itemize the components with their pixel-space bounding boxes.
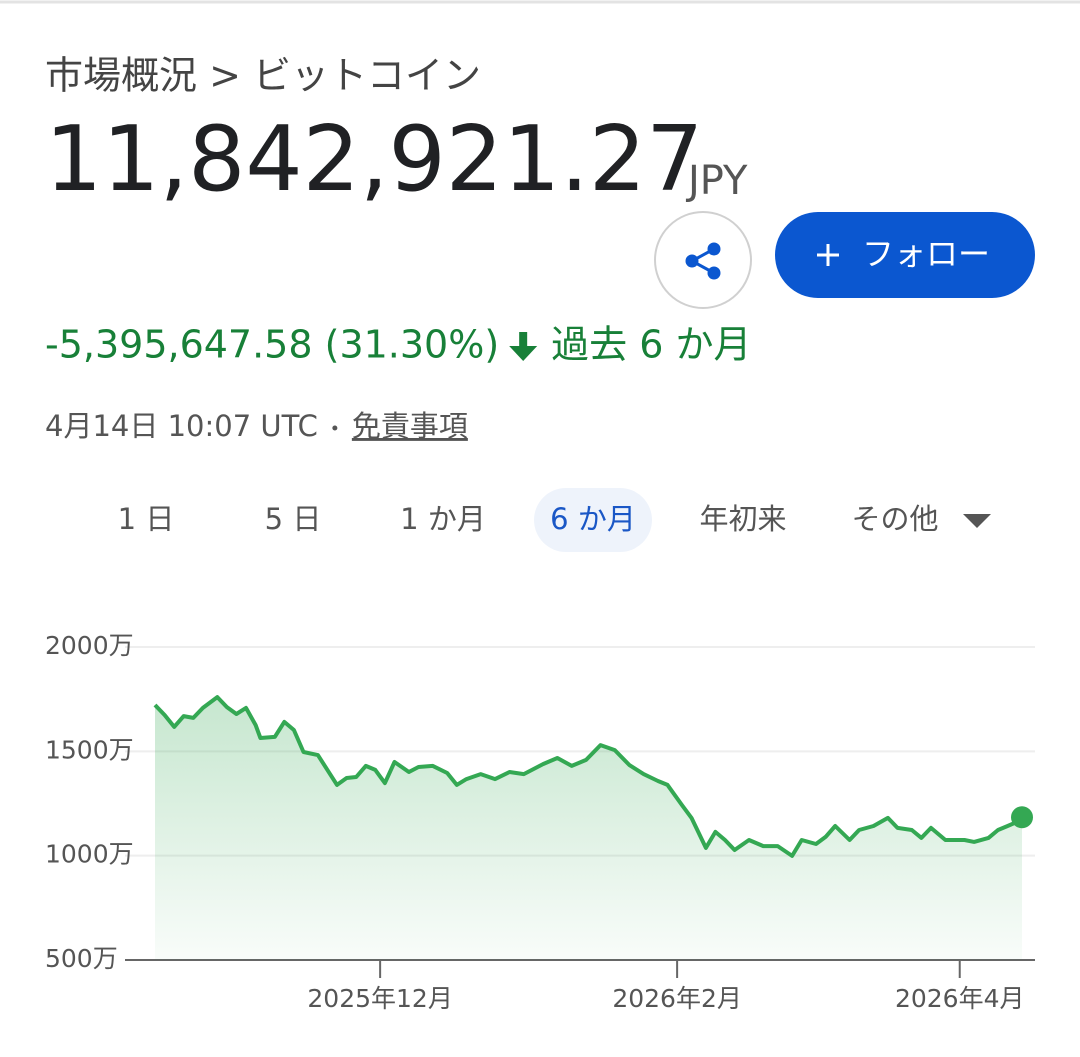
change-amount: -5,395,647.58 (31.30%): [45, 323, 499, 367]
follow-label[interactable]: フォロー: [862, 235, 990, 273]
down-arrow: [509, 332, 538, 361]
follow-bg[interactable]: [775, 212, 1035, 298]
x-tick-label: 2025年12月: [307, 984, 452, 1013]
tab[interactable]: 1 日: [118, 502, 175, 536]
tab[interactable]: その他: [851, 502, 938, 536]
dropdown-icon[interactable]: [963, 514, 991, 528]
price-line: [153, 695, 1024, 858]
y-tick-label: 1000万: [45, 840, 134, 869]
tab[interactable]: 5 日: [265, 502, 322, 536]
breadcrumb[interactable]: 市場概況 > ビットコイン: [45, 54, 481, 98]
chart: 500万 1000万 1500万 2000万 2025年12月 2026年2月 2026年4…: [45, 631, 1035, 1013]
plus-icon[interactable]: [817, 244, 839, 266]
currency: JPY: [685, 158, 748, 204]
area-fill: [155, 697, 1022, 960]
tab[interactable]: 1 か月: [400, 502, 486, 536]
price: 11,842,921.27: [45, 107, 703, 212]
share-circle[interactable]: [654, 211, 752, 309]
range-tabs: 1 日 5 日 1 か月 6 か月 年初来 その他: [118, 488, 939, 552]
follow-button[interactable]: フォロー: [775, 212, 1035, 298]
x-tick-label: 2026年4月: [895, 984, 1025, 1013]
change-period: 過去 6 か月: [551, 323, 751, 367]
y-tick-label: 2000万: [45, 631, 134, 660]
share-icon[interactable]: [685, 242, 721, 280]
share-button[interactable]: [654, 211, 752, 309]
tab[interactable]: 年初来: [699, 502, 786, 536]
timestamp: 4月14日 10:07 UTC: [45, 409, 318, 443]
disclaimer-link[interactable]: 免責事項: [352, 409, 468, 443]
y-tick-label: 500万: [45, 944, 118, 973]
tab-selected-bg[interactable]: [534, 488, 652, 552]
separator-dot: [332, 425, 338, 431]
y-tick-label: 1500万: [45, 735, 134, 764]
last-point: [1011, 806, 1033, 829]
tab[interactable]: 6 か月: [550, 502, 636, 536]
x-tick-label: 2026年2月: [612, 984, 742, 1013]
